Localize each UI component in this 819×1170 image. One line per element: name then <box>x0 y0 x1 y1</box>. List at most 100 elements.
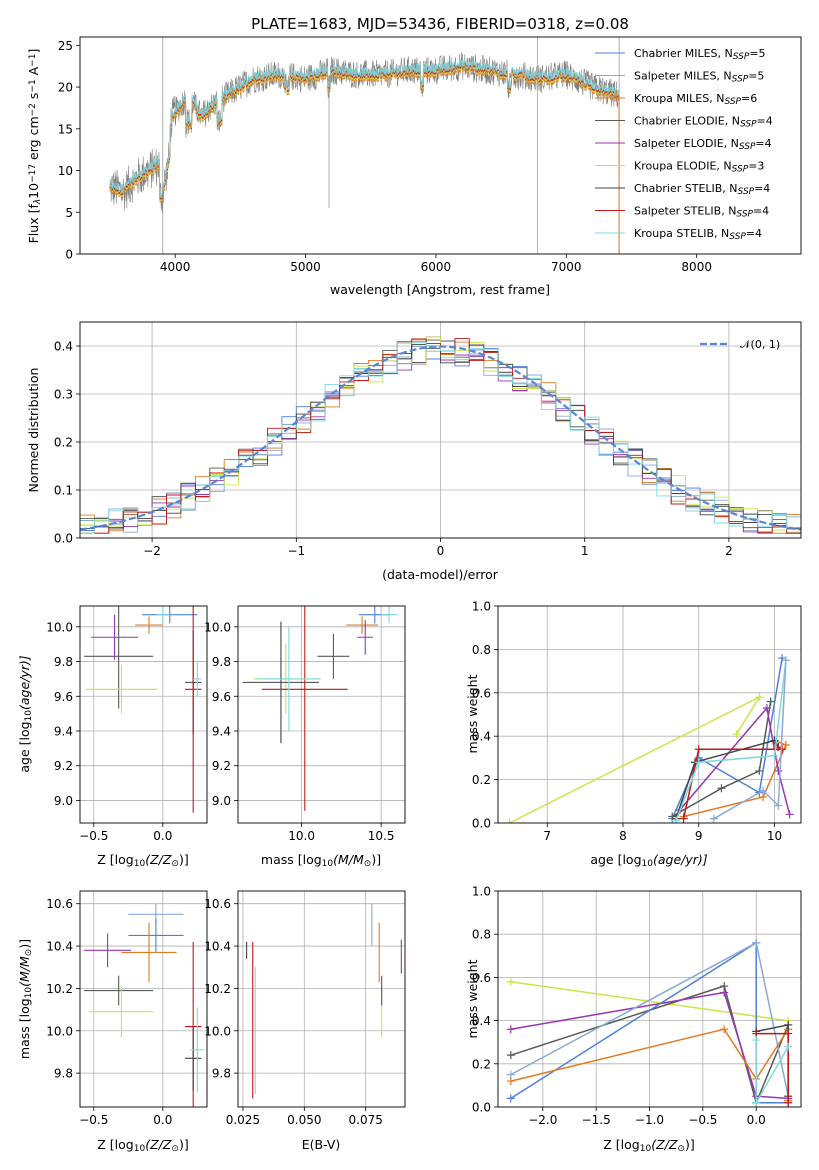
residual-histogram-step <box>80 343 801 530</box>
age-vs-mass-x-label-part: )] <box>371 852 381 867</box>
y-tick-label: 10.6 <box>46 897 73 911</box>
weight-vs-age-x-label-part: 10 <box>642 859 654 869</box>
mass-vs-z-x-label-part: (Z/Z <box>145 1137 172 1152</box>
weight-vs-age-x-label: age [log10(age/yr)] <box>590 852 707 869</box>
y-tick-label: 0.6 <box>472 971 491 985</box>
x-tick-label: 9 <box>695 829 703 843</box>
mass-vs-z-x-label: Z [log10(Z/Z⊙)] <box>97 1137 188 1154</box>
legend-label: Salpeter MILES, NSSP=5 <box>634 70 764 85</box>
y-tick-label: 10.0 <box>46 620 73 634</box>
y-tick-label: 0.8 <box>472 643 491 657</box>
age-vs-mass-x-label: mass [log10(M/M⊙)] <box>261 852 381 869</box>
legend-label: Kroupa STELIB, NSSP=4 <box>634 227 762 242</box>
mass-vs-ebv-x-label: E(B-V) <box>302 1137 341 1152</box>
weight-point <box>774 766 783 775</box>
plot-area <box>80 891 207 1107</box>
residual-histogram-step <box>80 341 801 534</box>
weight-point <box>755 766 764 775</box>
age-vs-mass-x-label-part: 10 <box>322 859 334 869</box>
legend-label-part: SSP <box>740 120 757 130</box>
legend-label-part: SSP <box>724 97 741 107</box>
weight-point <box>755 693 764 702</box>
weight-point <box>766 697 775 706</box>
weight-point <box>694 758 703 767</box>
weight-point <box>781 740 790 749</box>
legend-label: Chabrier STELIB, NSSP=4 <box>634 182 770 197</box>
y-tick-label: 9.2 <box>54 759 73 773</box>
weight-line <box>510 991 789 1100</box>
x-tick-label: −1.5 <box>582 1113 611 1127</box>
x-tick-label: −2.0 <box>528 1113 557 1127</box>
weight-point <box>774 801 783 810</box>
plot-area <box>80 606 207 823</box>
spectrum-y-label-part: −1 <box>28 54 38 67</box>
y-tick-label: 0.0 <box>472 817 491 831</box>
y-tick-label: 9.6 <box>54 690 73 704</box>
x-tick-label: 10.0 <box>288 829 315 843</box>
spectrum-y-label-part: ] <box>26 49 41 54</box>
x-tick-label: 0.050 <box>287 1113 321 1127</box>
weight-point <box>752 938 761 947</box>
legend-label: Kroupa MILES, NSSP=6 <box>634 92 757 107</box>
x-tick-label: 0.0 <box>747 1113 766 1127</box>
weight-line <box>510 941 789 1104</box>
spectrum-title: PLATE=1683, MJD=53436, FIBERID=0318, z=0… <box>251 15 629 33</box>
y-tick-label: 9.0 <box>54 794 73 808</box>
legend-label-part: Kroupa MILES, N <box>634 92 724 105</box>
legend-label-part: Chabrier ELODIE, N <box>634 115 740 128</box>
weight-line <box>675 660 787 822</box>
weight-vs-z-y-label-part: mass weight <box>465 959 480 1038</box>
weight-point <box>720 988 729 997</box>
weight-point <box>694 745 703 754</box>
x-tick-label: −1.0 <box>635 1113 664 1127</box>
axes-frame <box>497 890 802 1108</box>
y-tick-label: 9.8 <box>54 655 73 669</box>
legend-label-part: Salpeter ELODIE, N <box>634 137 739 150</box>
residual-y-label: Normed distribution <box>26 368 41 493</box>
weight-point <box>506 1025 515 1034</box>
x-tick-label: 10.5 <box>368 829 395 843</box>
y-tick-label: 0.8 <box>472 928 491 942</box>
legend-label: Chabrier MILES, NSSP=5 <box>634 47 766 62</box>
panel-age_vs_mass: 10.0 10.5 9.0 9.2 9.4 9.6 9.8 10.0 mass [log10(M… <box>204 605 406 869</box>
x-tick-label: −0.5 <box>688 1113 717 1127</box>
x-tick-label: 4000 <box>160 260 191 274</box>
legend-label-part: SSP <box>739 142 756 152</box>
spectrum-model-line <box>109 59 619 198</box>
legend-label-part: =4 <box>754 182 770 195</box>
spectrum-legend: Chabrier MILES, NSSP=5 Salpeter MILES, NS… <box>595 47 773 242</box>
age-vs-mass-x-label-part: (M/M <box>333 852 364 867</box>
mass-vs-z-y-label-part: 10 <box>24 987 34 999</box>
y-tick-label: 0.4 <box>54 340 73 354</box>
x-tick-label: 5000 <box>290 260 321 274</box>
weight-point <box>770 736 779 745</box>
age-vs-z-y-label-part: (age/yr)] <box>17 655 32 710</box>
legend-label-part: Chabrier STELIB, N <box>634 182 738 195</box>
y-tick-label: 10.4 <box>204 940 231 954</box>
age-vs-mass-x-label-part: ⊙ <box>364 859 372 869</box>
weight-vs-age-x-label-part: (age/yr)] <box>653 852 708 867</box>
mass-vs-z-y-label: mass [log10(M/M⊙)] <box>17 939 34 1059</box>
axes-frame <box>79 321 802 539</box>
legend-label-part: SSP <box>732 75 749 85</box>
weight-vs-z-x-label-part: 10 <box>640 1144 652 1154</box>
spectrum-y-label-part: erg cm <box>26 116 41 164</box>
age-vs-mass-x-label-part: mass [log <box>261 852 322 867</box>
x-tick-label: 0.0 <box>153 829 172 843</box>
y-tick-label: 0.0 <box>472 1101 491 1115</box>
weight-point <box>672 816 681 823</box>
age-vs-z-x-label-part: (Z/Z <box>145 852 172 867</box>
legend-label-part: SSP <box>732 165 749 175</box>
weight-point <box>762 703 771 712</box>
weight-point <box>785 810 794 819</box>
x-tick-label: 8 <box>619 829 627 843</box>
weight-vs-z-x-label-part: (Z/Z <box>651 1137 678 1152</box>
y-tick-label: 9.4 <box>212 724 231 738</box>
plot-area <box>80 322 801 538</box>
age-vs-z-y-label: age [log10(age/yr)] <box>17 655 34 772</box>
panel-spectrum: 4000 5000 6000 7000 8000 0 5 10 15 20 25 Chabrier M… <box>26 36 802 297</box>
spectrum-y-label-part: −2 <box>28 103 38 116</box>
y-tick-label: 1.0 <box>472 600 491 614</box>
weight-point <box>752 1036 761 1045</box>
x-tick-label: −1 <box>287 544 305 558</box>
